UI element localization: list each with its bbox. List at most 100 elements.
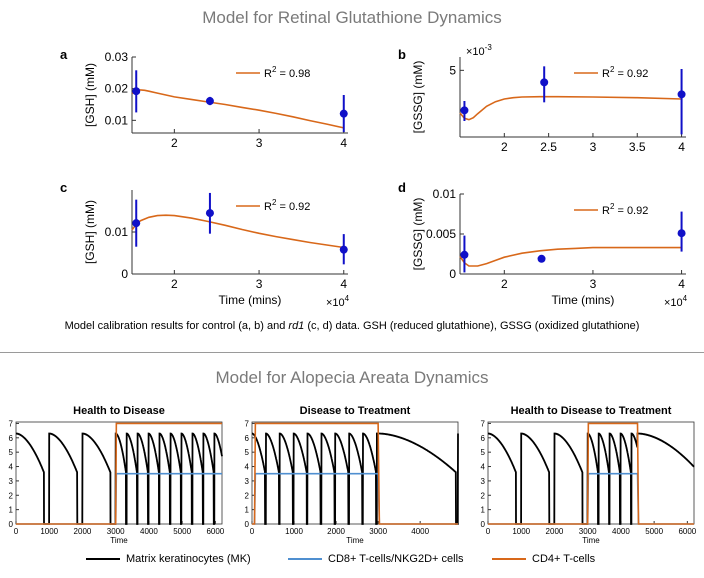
series-mk: [251, 432, 459, 525]
y-tick-label: 6: [481, 434, 486, 443]
legend-item-cd4: CD4+ T-cells: [492, 553, 595, 565]
x-axis-label: Time: [110, 536, 128, 545]
x-tick-label: 0: [486, 527, 491, 536]
legend-item-mk: Matrix keratinocytes (MK): [86, 553, 251, 565]
y-tick-label: 4: [245, 463, 250, 472]
y-tick-label: 0.03: [105, 50, 129, 64]
y-tick-label: 0: [121, 267, 128, 281]
y-tick-label: 0.01: [433, 187, 457, 201]
axis-multiplier: ×104: [664, 294, 688, 309]
chart-health-disease-treatment: Health to Disease to Treatment 0 1000 2000 3…: [481, 405, 697, 545]
data-point-1: [132, 219, 141, 228]
y-tick-label: 5: [245, 448, 250, 457]
x-tick-label: 1000: [40, 527, 58, 536]
axis-multiplier: ×10-3: [466, 43, 492, 58]
chart-disease-to-treatment: Disease to Treatment 0 1000 2000 3000 4000 0 1 2…: [245, 405, 459, 545]
legend-label-cd4: CD4+ T-cells: [532, 553, 596, 565]
series-mk: [16, 432, 223, 525]
legend: Matrix keratinocytes (MK) CD8+ T-cells/N…: [0, 553, 704, 571]
x-tick-label: 5000: [645, 527, 663, 536]
data-point-2: [205, 97, 214, 106]
x-tick-label: 2000: [327, 527, 345, 536]
x-axis-label: Time (mins): [219, 293, 282, 307]
chart-title: Health to Disease to Treatment: [511, 405, 672, 417]
legend-swatch-mk: [86, 558, 120, 560]
chart-title: Health to Disease: [73, 405, 165, 417]
x-tick-label: 2: [171, 136, 178, 150]
y-tick-label: 3: [245, 477, 250, 486]
chart-panel-c: 2 3 4 0 0.01 c [GSH] (mM) Time (mins) ×104 R2 = 0…: [60, 180, 350, 309]
y-tick-label: 3: [481, 477, 486, 486]
series-cd8: [252, 472, 458, 525]
plot-frame: [487, 421, 695, 525]
panel-label: c: [60, 180, 67, 195]
legend-item-cd8: CD8+ T-cells/NKG2D+ cells: [288, 553, 464, 565]
y-tick-label: 0.01: [105, 113, 129, 127]
figure-caption: Model calibration results for control (a…: [64, 320, 640, 332]
chart-panel-a: 2 3 4 0.01 0.02 0.03 a [GSH] (mM) R2 = 0.98: [60, 47, 348, 150]
y-tick-label: 2: [9, 491, 14, 500]
panel-label: d: [398, 180, 406, 195]
x-tick-label: 3: [590, 277, 597, 291]
x-tick-label: 1000: [512, 527, 530, 536]
chart-panel-b: 2 2.5 3 3.5 4 5 b [GSSG] (mM) ×10-3 R2 = 0.92: [398, 43, 686, 154]
y-tick-label: 0: [245, 520, 250, 529]
x-tick-label: 2: [171, 277, 178, 291]
legend-swatch-cd8: [288, 558, 322, 560]
model-curve: [131, 214, 344, 249]
data-point-1: [460, 106, 469, 115]
x-tick-label: 0: [250, 527, 255, 536]
x-axis-label: Time: [346, 536, 364, 545]
series-cd4: [252, 422, 458, 525]
legend-swatch-cd4: [492, 558, 526, 560]
y-tick-label: 0.02: [105, 82, 129, 96]
data-point-3: [677, 90, 686, 99]
x-tick-label: 3000: [369, 527, 387, 536]
data-point-2: [537, 254, 546, 263]
retinal-section-title: Model for Retinal Glutathione Dynamics: [202, 8, 502, 27]
y-tick-label: 5: [481, 448, 486, 457]
y-tick-label: 6: [245, 434, 250, 443]
x-axis-label: Time (mins): [552, 293, 615, 307]
model-curve: [459, 246, 682, 267]
panel-label: b: [398, 47, 406, 62]
data-point-3: [339, 245, 348, 254]
series-cd8: [488, 472, 694, 525]
y-tick-label: 6: [9, 434, 14, 443]
x-tick-label: 5000: [173, 527, 191, 536]
x-tick-label: 3: [256, 277, 263, 291]
y-tick-label: 2: [245, 491, 250, 500]
data-point-2: [540, 78, 549, 87]
y-tick-label: 1: [481, 506, 486, 515]
y-tick-label: 5: [9, 448, 14, 457]
chart-title: Disease to Treatment: [300, 405, 411, 417]
y-tick-label: 0.01: [105, 225, 129, 239]
r-squared-label: R2 = 0.92: [602, 65, 648, 80]
y-tick-label: 7: [9, 419, 14, 428]
y-tick-label: 0: [481, 520, 486, 529]
legend-label-cd8: CD8+ T-cells/NKG2D+ cells: [328, 553, 464, 565]
x-tick-label: 3: [256, 136, 263, 150]
x-tick-label: 2000: [546, 527, 564, 536]
series-mk: [488, 432, 695, 525]
y-tick-label: 4: [9, 463, 14, 472]
x-tick-label: 4: [678, 277, 685, 291]
y-tick-label: 1: [9, 506, 14, 515]
model-curve: [459, 95, 682, 121]
axis-multiplier: ×104: [326, 294, 350, 309]
data-point-3: [339, 109, 348, 118]
y-tick-label: 2: [481, 491, 486, 500]
x-tick-label: 3.5: [629, 140, 646, 154]
x-tick-label: 2000: [74, 527, 92, 536]
data-point-1: [132, 87, 141, 96]
x-tick-label: 6000: [678, 527, 696, 536]
y-tick-label: 0: [449, 267, 456, 281]
x-axis-label: Time: [582, 536, 600, 545]
x-tick-label: 4000: [140, 527, 158, 536]
y-tick-label: 4: [481, 463, 486, 472]
x-tick-label: 4000: [411, 527, 429, 536]
section-divider: [0, 352, 704, 353]
series-cd4: [16, 422, 222, 525]
y-axis-label: [GSH] (mM): [83, 200, 97, 264]
